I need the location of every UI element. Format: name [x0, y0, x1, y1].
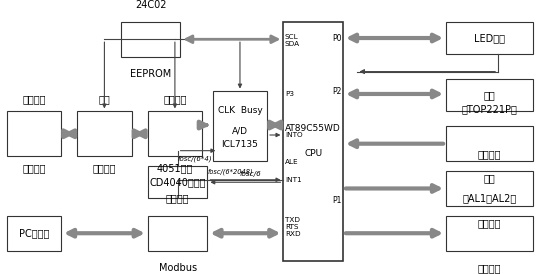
Text: ALE: ALE	[285, 159, 299, 165]
FancyBboxPatch shape	[148, 111, 202, 156]
Text: fosc/(6*2048): fosc/(6*2048)	[208, 169, 253, 175]
Text: INT1: INT1	[285, 177, 301, 183]
FancyBboxPatch shape	[213, 92, 267, 161]
FancyBboxPatch shape	[446, 126, 533, 161]
Text: 4051多路: 4051多路	[157, 164, 193, 173]
Text: CLK  Busy: CLK Busy	[217, 106, 262, 115]
FancyBboxPatch shape	[7, 111, 61, 156]
FancyBboxPatch shape	[77, 111, 131, 156]
Text: （AL1，AL2）: （AL1，AL2）	[462, 193, 517, 204]
Text: 选择开关: 选择开关	[163, 94, 186, 104]
Text: 报警模块: 报警模块	[477, 263, 501, 273]
Text: 输出模块: 输出模块	[477, 218, 501, 228]
FancyBboxPatch shape	[283, 22, 343, 261]
FancyBboxPatch shape	[446, 22, 533, 54]
FancyBboxPatch shape	[148, 216, 208, 251]
FancyBboxPatch shape	[148, 166, 208, 198]
Text: （可选）: （可选）	[477, 149, 501, 159]
Text: 24C02: 24C02	[135, 0, 166, 10]
Text: 输入模块: 输入模块	[22, 164, 46, 173]
Text: 信号处理: 信号处理	[93, 164, 116, 173]
Text: （可选）: （可选）	[22, 94, 46, 104]
Text: CD4040分频器: CD4040分频器	[149, 177, 206, 187]
Text: fosc/(6*4): fosc/(6*4)	[178, 156, 213, 162]
FancyBboxPatch shape	[446, 171, 533, 206]
Text: TXD
RTS
RXD: TXD RTS RXD	[285, 217, 301, 237]
FancyBboxPatch shape	[446, 79, 533, 111]
Text: SCL
SDA: SCL SDA	[285, 34, 300, 47]
Text: Modbus: Modbus	[159, 263, 197, 273]
Text: INTO: INTO	[285, 132, 302, 138]
Text: P2: P2	[332, 87, 341, 96]
Text: PC上位机: PC上位机	[19, 228, 49, 238]
Text: LED显示: LED显示	[474, 33, 505, 43]
Text: P3: P3	[285, 91, 294, 97]
Text: fosc/6: fosc/6	[240, 171, 262, 177]
Text: A/D: A/D	[232, 127, 248, 136]
Text: ICL7135: ICL7135	[221, 141, 258, 149]
Text: 键盘: 键盘	[483, 90, 495, 100]
Text: AT89C55WD: AT89C55WD	[285, 124, 341, 133]
Text: （TOP221P）: （TOP221P）	[462, 104, 517, 114]
FancyBboxPatch shape	[120, 22, 180, 57]
Text: 通信模块: 通信模块	[166, 193, 189, 204]
FancyBboxPatch shape	[7, 216, 61, 251]
Text: CPU: CPU	[304, 149, 322, 158]
Text: 电源: 电源	[483, 173, 495, 184]
Text: P0: P0	[332, 33, 341, 42]
Text: 电路: 电路	[99, 94, 110, 104]
Text: P1: P1	[332, 196, 341, 206]
Text: EEPROM: EEPROM	[130, 69, 171, 79]
FancyBboxPatch shape	[446, 216, 533, 251]
